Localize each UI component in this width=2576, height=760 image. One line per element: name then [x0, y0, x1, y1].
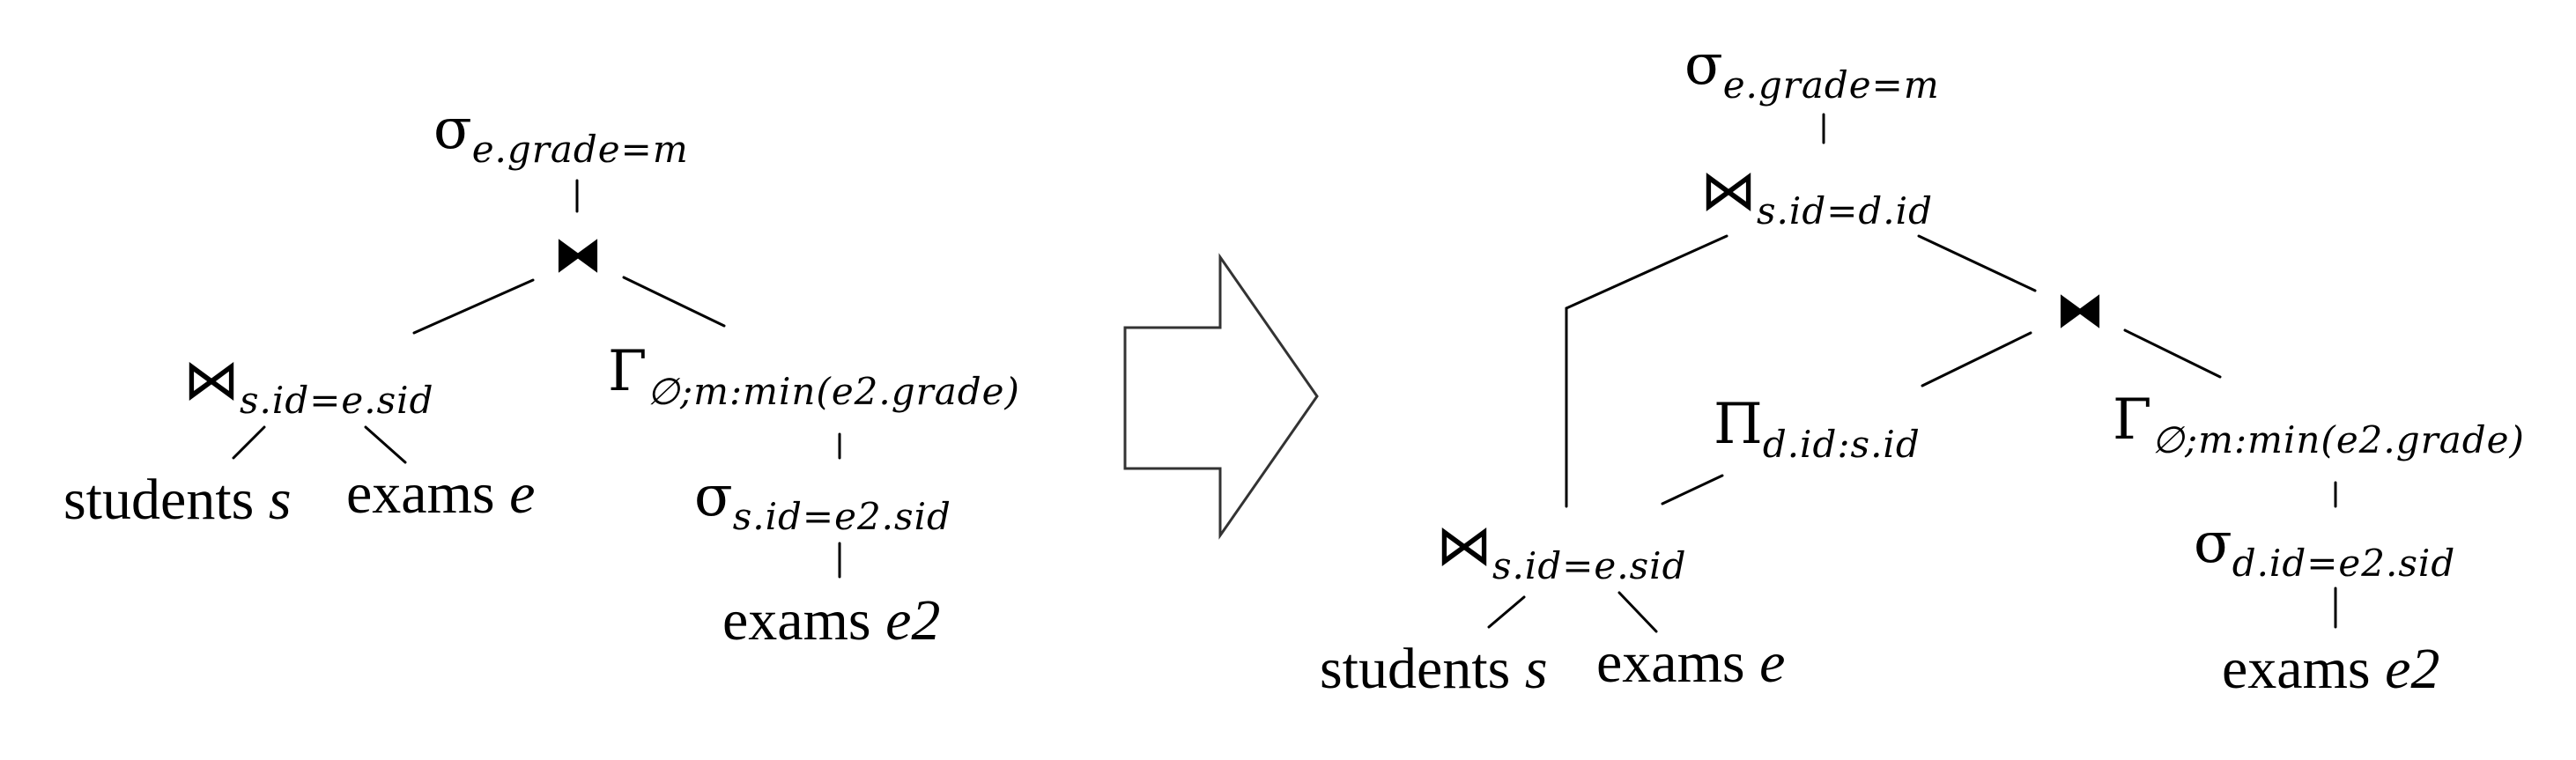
edge-left-join-to-leftjoin	[412, 278, 535, 335]
right-select-did: σd.id=e2.sid	[2194, 511, 2456, 585]
edge-right-join-to-aggregate	[2123, 328, 2222, 379]
left-join-students-exams: ⋈s.id=e.sid	[183, 348, 434, 422]
left-join: ⧓	[553, 231, 603, 280]
join-icon: ⧓	[2055, 282, 2105, 339]
left-exams2-relation: exams e2	[722, 588, 941, 653]
right-select-grade: σe.grade=m	[1684, 33, 1940, 107]
right-project: Πd.id:s.id	[1714, 392, 1921, 466]
left-exams-relation: exams e	[346, 461, 536, 526]
edge-right-topjoin-to-join	[1917, 234, 2037, 292]
edge-right-project-to-leftjoin	[1661, 474, 1724, 505]
edge-right-leftjoin-to-exams	[1617, 591, 1658, 633]
edge-right-join-to-project	[1921, 331, 2032, 387]
right-exams-relation: exams e	[1596, 631, 1786, 695]
right-join-students-exams: ⋈s.id=e.sid	[1436, 513, 1687, 587]
left-students-relation: students s	[63, 468, 292, 532]
edge-right-topjoin-to-leftjoin	[1565, 234, 1728, 508]
left-select-grade: σe.grade=m	[433, 97, 689, 171]
join-icon: ⧓	[553, 226, 603, 284]
left-select-sid: σs.id=e2.sid	[694, 464, 951, 538]
right-aggregate: Γ∅;m:min(e2.grade)	[2113, 387, 2525, 461]
right-join: ⧓	[2055, 286, 2105, 336]
right-students-relation: students s	[1320, 637, 1548, 701]
left-aggregate: Γ∅;m:min(e2.grade)	[608, 339, 1020, 413]
edge-left-leftjoin-to-students	[232, 425, 266, 460]
right-join-sid-did: ⋈s.id=d.id	[1700, 159, 1933, 232]
right-exams2-relation: exams e2	[2222, 637, 2440, 701]
edge-left-leftjoin-to-exams	[364, 425, 407, 464]
edge-right-leftjoin-to-students	[1487, 595, 1526, 629]
edge-left-join-to-aggregate	[622, 276, 726, 328]
transform-arrow	[1123, 253, 1319, 540]
